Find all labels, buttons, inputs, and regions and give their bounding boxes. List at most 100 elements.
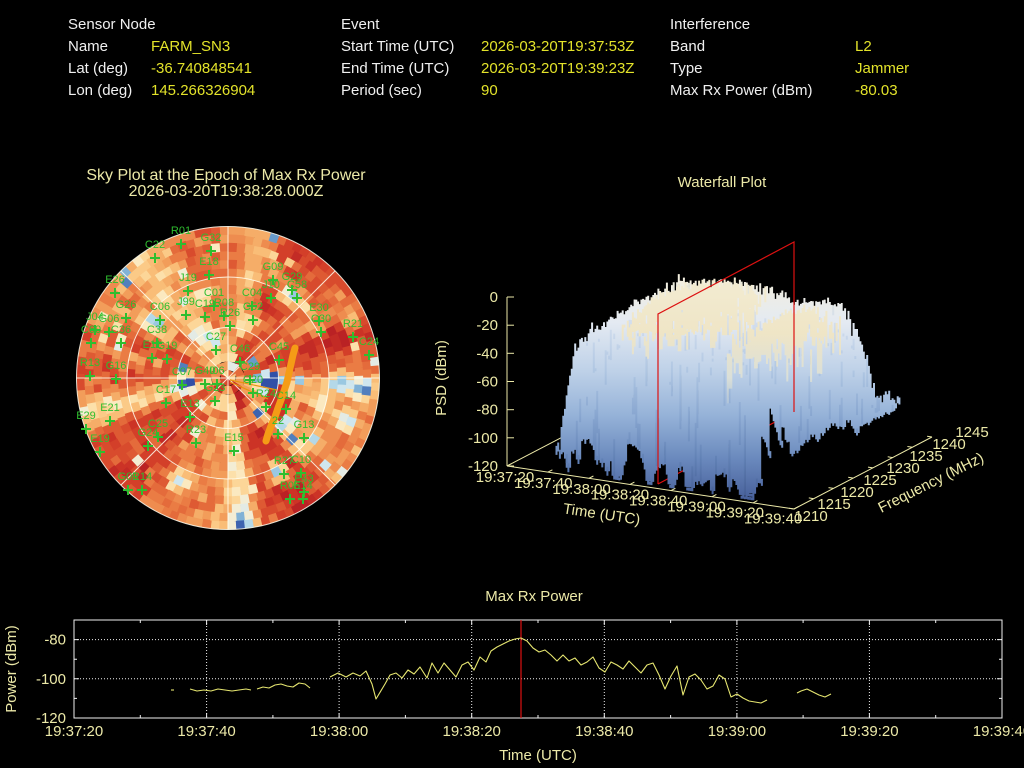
- svg-text:C14: C14: [276, 390, 296, 402]
- svg-text:19:38:00: 19:38:00: [552, 481, 610, 498]
- svg-text:R01: R01: [171, 225, 191, 237]
- svg-text:E14: E14: [293, 480, 313, 492]
- svg-text:Max Rx Power: Max Rx Power: [485, 588, 583, 605]
- svg-text:G16: G16: [106, 360, 127, 372]
- svg-text:J19: J19: [179, 272, 197, 284]
- svg-text:19:39:40: 19:39:40: [973, 723, 1024, 740]
- svg-text:19:38:00: 19:38:00: [310, 723, 368, 740]
- svg-text:E26: E26: [105, 274, 125, 286]
- svg-text:0: 0: [490, 289, 498, 306]
- svg-text:-80: -80: [476, 402, 498, 419]
- svg-text:C22: C22: [145, 239, 165, 251]
- svg-text:C24: C24: [359, 336, 379, 348]
- svg-text:-80.03: -80.03: [855, 82, 898, 99]
- svg-text:C10: C10: [291, 454, 311, 466]
- svg-text:19:39:40: 19:39:40: [744, 510, 802, 527]
- svg-text:2026-03-20T19:38:28.000Z: 2026-03-20T19:38:28.000Z: [129, 183, 324, 200]
- svg-text:Lat (deg): Lat (deg): [68, 60, 128, 77]
- svg-text:R21: R21: [343, 318, 363, 330]
- svg-text:-80: -80: [44, 632, 66, 649]
- svg-text:E29: E29: [76, 410, 96, 422]
- svg-text:-100: -100: [36, 671, 66, 688]
- svg-text:E43: E43: [294, 473, 314, 485]
- svg-text:Type: Type: [670, 60, 703, 77]
- svg-text:90: 90: [481, 82, 498, 99]
- svg-text:C29: C29: [240, 361, 260, 373]
- svg-text:G29: G29: [282, 271, 303, 283]
- svg-text:-60: -60: [476, 374, 498, 391]
- svg-text:J99: J99: [177, 296, 195, 308]
- svg-text:E21: E21: [100, 402, 120, 414]
- svg-text:C04: C04: [242, 287, 262, 299]
- svg-text:Event: Event: [341, 16, 380, 33]
- svg-text:I06: I06: [209, 365, 224, 377]
- svg-text:-40: -40: [476, 345, 498, 362]
- svg-text:L2: L2: [855, 38, 872, 55]
- svg-text:E30: E30: [309, 302, 329, 314]
- svg-text:C45: C45: [269, 341, 289, 353]
- svg-text:G40: G40: [195, 365, 216, 377]
- svg-text:Band: Band: [670, 38, 705, 55]
- svg-text:R27: R27: [274, 455, 294, 467]
- svg-text:FARM_SN3: FARM_SN3: [151, 38, 230, 55]
- svg-text:19:39:20: 19:39:20: [706, 504, 764, 521]
- svg-text:19:38:40: 19:38:40: [575, 723, 633, 740]
- svg-text:PSD (dBm): PSD (dBm): [433, 340, 450, 416]
- svg-text:C06: C06: [150, 301, 170, 313]
- svg-text:C36: C36: [111, 324, 131, 336]
- svg-text:Max Rx Power (dBm): Max Rx Power (dBm): [670, 82, 813, 99]
- svg-text:19:39:00: 19:39:00: [667, 499, 725, 516]
- svg-text:C17: C17: [156, 384, 176, 396]
- svg-text:Lon (deg): Lon (deg): [68, 82, 132, 99]
- svg-text:G06: G06: [99, 313, 120, 325]
- svg-text:1235: 1235: [909, 448, 942, 465]
- svg-text:R24: R24: [256, 388, 276, 400]
- svg-text:19:37:20: 19:37:20: [45, 723, 103, 740]
- svg-text:Name: Name: [68, 38, 108, 55]
- svg-text:145.266326904: 145.266326904: [151, 82, 255, 99]
- svg-text:G09: G09: [263, 261, 284, 273]
- svg-text:1240: 1240: [932, 436, 965, 453]
- svg-text:J10: J10: [262, 279, 280, 291]
- svg-text:Jammer: Jammer: [855, 60, 909, 77]
- svg-text:-120: -120: [36, 710, 66, 727]
- svg-text:J04: J04: [86, 311, 104, 323]
- svg-text:Time (UTC): Time (UTC): [499, 747, 577, 764]
- svg-text:C19: C19: [195, 298, 215, 310]
- svg-text:R14: R14: [132, 471, 152, 483]
- svg-text:C30: C30: [311, 313, 331, 325]
- svg-text:19:38:20: 19:38:20: [443, 723, 501, 740]
- svg-text:Sky Plot at the Epoch of Max R: Sky Plot at the Epoch of Max Rx Power: [86, 167, 366, 184]
- svg-text:19:37:20: 19:37:20: [476, 469, 534, 486]
- svg-text:G13: G13: [294, 419, 315, 431]
- svg-text:-120: -120: [468, 458, 498, 475]
- svg-text:19:39:20: 19:39:20: [840, 723, 898, 740]
- svg-text:R06: R06: [280, 480, 300, 492]
- svg-text:E15: E15: [224, 432, 244, 444]
- svg-text:19:38:40: 19:38:40: [629, 493, 687, 510]
- svg-text:E13: E13: [180, 398, 200, 410]
- svg-text:1210: 1210: [794, 508, 827, 525]
- svg-text:End Time (UTC): End Time (UTC): [341, 60, 449, 77]
- svg-text:-36.740848541: -36.740848541: [151, 60, 252, 77]
- svg-text:R26: R26: [220, 307, 240, 319]
- svg-text:G32: G32: [201, 232, 222, 244]
- svg-text:C25: C25: [148, 418, 168, 430]
- svg-text:E18: E18: [199, 256, 219, 268]
- svg-text:1215: 1215: [817, 496, 850, 513]
- svg-text:19:39:00: 19:39:00: [708, 723, 766, 740]
- svg-text:19:38:20: 19:38:20: [591, 487, 649, 504]
- svg-text:-20: -20: [476, 317, 498, 334]
- svg-text:E19: E19: [90, 433, 110, 445]
- svg-text:Interference: Interference: [670, 16, 750, 33]
- svg-text:Period (sec): Period (sec): [341, 82, 422, 99]
- svg-text:1220: 1220: [840, 484, 873, 501]
- svg-text:2026-03-20T19:39:23Z: 2026-03-20T19:39:23Z: [481, 60, 634, 77]
- svg-text:19:37:40: 19:37:40: [514, 475, 572, 492]
- svg-text:2026-03-20T19:37:53Z: 2026-03-20T19:37:53Z: [481, 38, 634, 55]
- svg-text:R23: R23: [186, 424, 206, 436]
- svg-text:1245: 1245: [955, 424, 988, 441]
- svg-text:C46: C46: [230, 343, 250, 355]
- svg-text:C07: C07: [172, 366, 192, 378]
- svg-text:G01: G01: [118, 471, 139, 483]
